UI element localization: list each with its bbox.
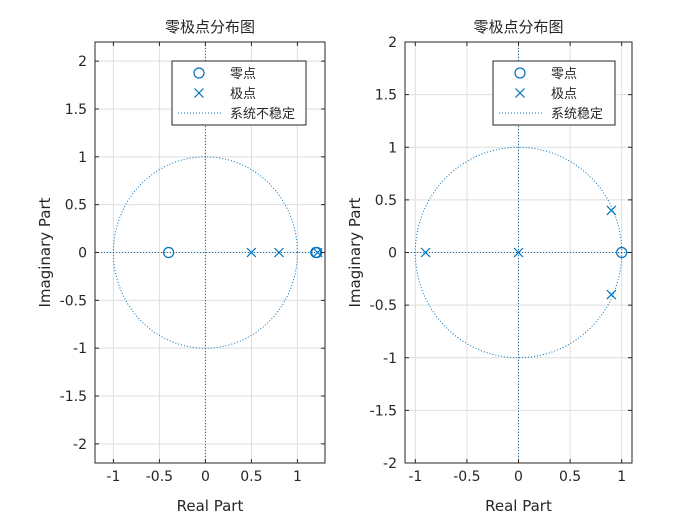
x-tick-label: -0.5: [453, 469, 480, 485]
y-tick-label: -0.5: [60, 293, 87, 309]
pole-marker-stroke: [606, 205, 617, 216]
legend-pole-stroke: [515, 88, 525, 98]
y-tick-label: -1: [73, 341, 87, 357]
y-tick-label: -2: [73, 437, 87, 453]
x-axis-label: Real Part: [485, 497, 552, 515]
y-tick-label: -1.5: [60, 389, 87, 405]
x-tick-label: -0.5: [146, 469, 173, 485]
legend-label: 零点: [551, 67, 577, 82]
legend-label: 零点: [230, 67, 256, 82]
y-tick-label: -0.5: [370, 298, 397, 314]
axes-1: -1 -0.5 0 0.5 1 -2 -1.5 -1 -0.5 0 0.5 1 1.5 2 Real Par…: [36, 18, 326, 515]
chart-title: 零极点分布图: [165, 18, 255, 36]
legend-label: 系统不稳定: [230, 106, 295, 122]
legend-zero-icon: [193, 67, 205, 79]
x-tick-label: 0: [201, 469, 210, 485]
y-tick-label: -2: [383, 456, 397, 472]
pole-marker-stroke: [312, 247, 323, 258]
chart-title: 零极点分布图: [473, 18, 563, 36]
pole-marker: [274, 247, 284, 258]
x-tick-label: 0: [514, 469, 523, 485]
x-tick-label: 1: [293, 469, 302, 485]
y-tick-label: 1: [78, 150, 87, 166]
x-tick-label: -1: [106, 469, 120, 485]
zero-marker: [163, 246, 175, 259]
y-tick-label: -1: [383, 351, 397, 367]
y-tick-label: 2: [78, 54, 87, 70]
pole-marker-stroke: [274, 247, 284, 258]
pole-marker: [246, 247, 257, 258]
x-axis-label: Real Part: [177, 497, 244, 515]
y-tick-label: 0: [78, 246, 87, 262]
legend-label: 极点: [230, 87, 256, 102]
legend-pole-icon: [515, 88, 525, 98]
y-tick-label: 2: [388, 35, 397, 51]
x-tick-label: 0.5: [559, 469, 581, 485]
legend-box: [492, 60, 616, 126]
axes-2: -1 -0.5 0 0.5 1 -2 -1.5 -1 -0.5 0 0.5 1 1.5 2 Real Par…: [346, 18, 633, 515]
pole-marker-stroke: [606, 289, 617, 300]
x-tick-label: 0.5: [240, 469, 262, 485]
pole-marker-stroke: [420, 247, 431, 258]
y-tick-label: 1: [388, 140, 397, 156]
y-axis-label: Imaginary Part: [36, 197, 54, 307]
legend-pole-icon: [194, 88, 204, 98]
x-tick-label: 1: [617, 469, 626, 485]
y-tick-label: 1.5: [65, 102, 87, 118]
y-tick-label: 0.5: [375, 193, 397, 209]
y-tick-label: 1.5: [375, 88, 397, 104]
pole-marker: [420, 247, 431, 258]
y-tick-label: 0.5: [65, 198, 87, 214]
pole-marker: [513, 247, 524, 258]
legend-zero-icon: [514, 67, 526, 79]
legend-label: 极点: [551, 87, 577, 102]
y-axis-label: Imaginary Part: [346, 197, 364, 307]
pole-marker-stroke: [513, 247, 524, 258]
pole-marker: [312, 247, 323, 258]
zero-marker: [616, 246, 628, 259]
y-tick-label: -1.5: [370, 403, 397, 419]
legend-pole-stroke: [194, 88, 204, 98]
y-tick-label: 0: [388, 246, 397, 262]
pole-marker: [606, 205, 617, 216]
legend-label: 系统稳定: [551, 106, 603, 122]
pole-marker-stroke: [246, 247, 257, 258]
pole-marker: [606, 289, 617, 300]
x-tick-label: -1: [408, 469, 422, 485]
